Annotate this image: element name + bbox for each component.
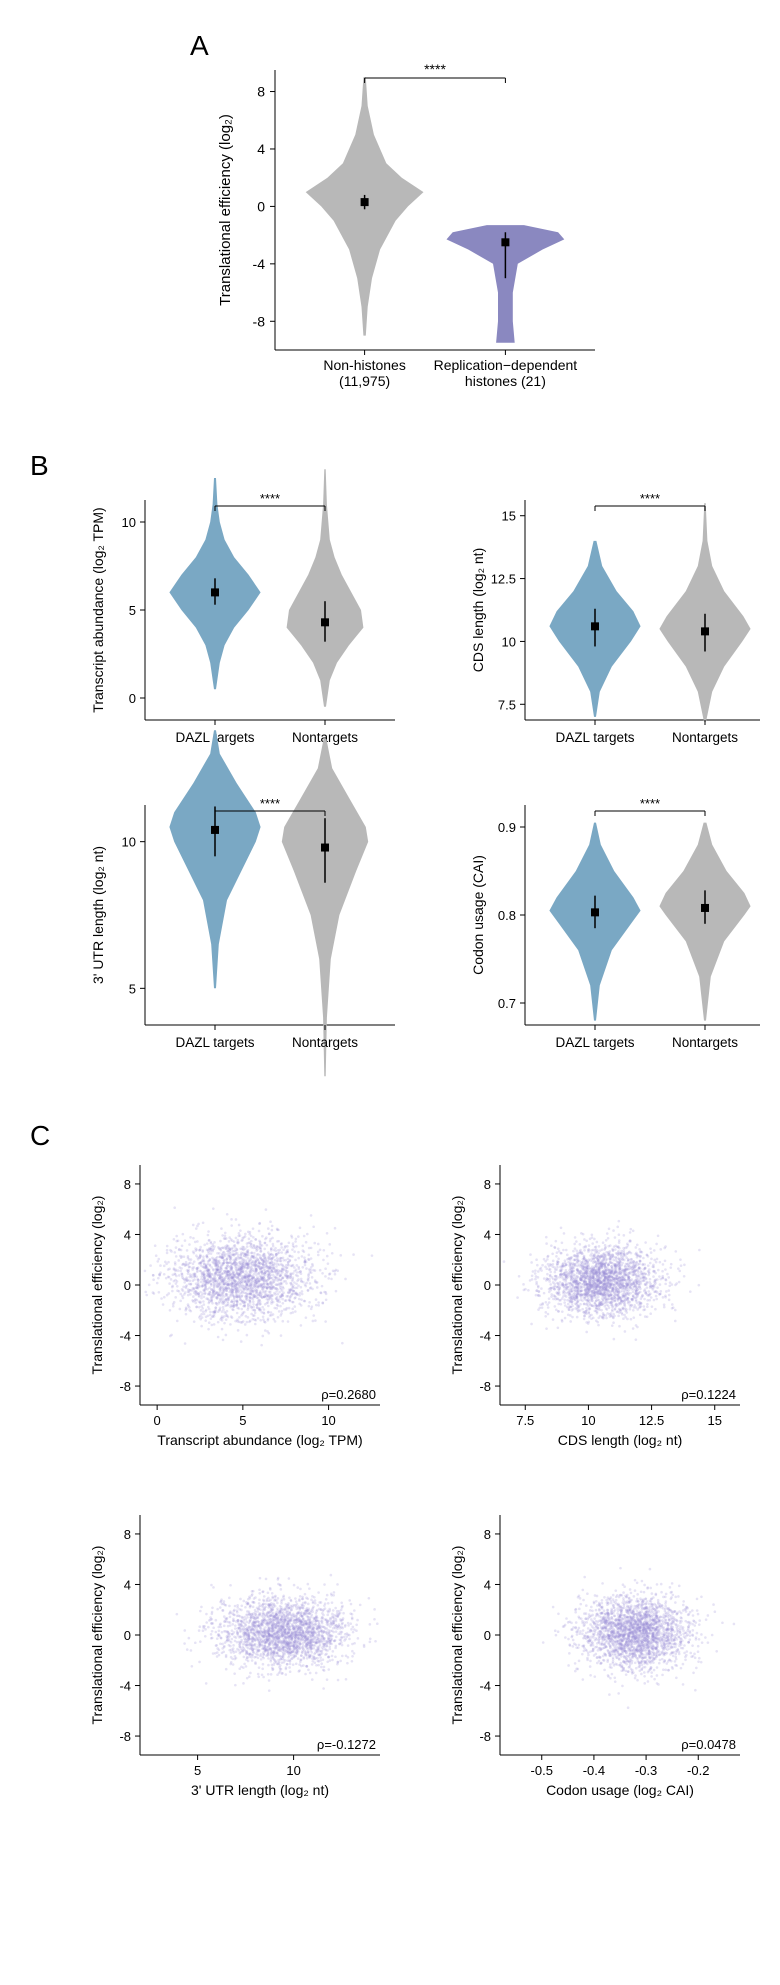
svg-text:4: 4 — [124, 1577, 131, 1592]
svg-text:Transcript abundance (log₂ TPM: Transcript abundance (log₂ TPM) — [157, 1432, 362, 1448]
svg-text:-4: -4 — [479, 1329, 491, 1344]
svg-text:DAZL targets: DAZL targets — [555, 1035, 634, 1050]
svg-text:0.9: 0.9 — [498, 820, 516, 835]
svg-text:4: 4 — [484, 1227, 491, 1242]
figure-svg: A -8 -4 0 4 8 Translational efficiency (log₂) N… — [20, 20, 760, 1960]
svg-text:7.5: 7.5 — [516, 1413, 534, 1428]
svg-text:10: 10 — [122, 515, 136, 530]
svg-text:Codon usage (CAI): Codon usage (CAI) — [470, 855, 486, 975]
svg-text:Translational efficiency (log₂: Translational efficiency (log₂) — [89, 1546, 105, 1725]
svg-text:0.8: 0.8 — [498, 908, 516, 923]
svg-text:5: 5 — [194, 1763, 201, 1778]
svg-text:Nontargets: Nontargets — [672, 730, 738, 745]
svg-text:****: **** — [260, 796, 280, 811]
svg-text:0: 0 — [124, 1278, 131, 1293]
svg-text:CDS length (log₂ nt): CDS length (log₂ nt) — [470, 548, 486, 673]
svg-text:10: 10 — [321, 1413, 335, 1428]
svg-text:Translational efficiency (log₂: Translational efficiency (log₂) — [89, 1196, 105, 1375]
svg-text:5: 5 — [129, 603, 136, 618]
svg-text:ρ=0.2680: ρ=0.2680 — [321, 1387, 376, 1402]
svg-text:4: 4 — [257, 141, 265, 157]
svg-text:15: 15 — [502, 509, 516, 524]
svg-text:12.5: 12.5 — [491, 572, 516, 587]
svg-text:ρ=0.1224: ρ=0.1224 — [681, 1387, 736, 1402]
svg-text:10: 10 — [581, 1413, 595, 1428]
svg-text:7.5: 7.5 — [498, 697, 516, 712]
svg-text:Replication−dependent: Replication−dependent — [434, 357, 578, 373]
svg-text:(11,975): (11,975) — [339, 373, 390, 389]
svg-text:DAZL targets: DAZL targets — [555, 730, 634, 745]
svg-text:DAZL targets: DAZL targets — [175, 1035, 254, 1050]
figure-container: A -8 -4 0 4 8 Translational efficiency (log₂) N… — [20, 20, 780, 1965]
svg-text:5: 5 — [239, 1413, 246, 1428]
svg-text:15: 15 — [708, 1413, 722, 1428]
svg-text:-8: -8 — [119, 1379, 131, 1394]
svg-text:****: **** — [640, 491, 660, 506]
svg-text:Non-histones: Non-histones — [323, 357, 406, 373]
svg-text:4: 4 — [124, 1227, 131, 1242]
svg-text:5: 5 — [129, 981, 136, 996]
svg-text:0: 0 — [257, 198, 265, 214]
svg-text:0: 0 — [154, 1413, 161, 1428]
svg-text:-4: -4 — [253, 256, 266, 272]
svg-text:8: 8 — [257, 84, 265, 100]
svg-text:0: 0 — [484, 1278, 491, 1293]
svg-text:3' UTR length (log₂ nt): 3' UTR length (log₂ nt) — [90, 846, 106, 984]
svg-text:-8: -8 — [253, 313, 266, 329]
svg-text:-4: -4 — [119, 1679, 131, 1694]
svg-text:3' UTR length (log₂ nt): 3' UTR length (log₂ nt) — [191, 1782, 329, 1798]
svg-text:0: 0 — [129, 691, 136, 706]
svg-text:10: 10 — [122, 835, 136, 850]
svg-text:****: **** — [260, 491, 280, 506]
svg-text:Translational efficiency (log₂: Translational efficiency (log₂) — [217, 114, 234, 306]
svg-text:10: 10 — [286, 1763, 300, 1778]
svg-text:Translational efficiency (log₂: Translational efficiency (log₂) — [449, 1196, 465, 1375]
svg-text:0.7: 0.7 — [498, 996, 516, 1011]
svg-text:****: **** — [424, 61, 446, 77]
svg-text:8: 8 — [124, 1527, 131, 1542]
svg-text:0: 0 — [124, 1628, 131, 1643]
svg-text:8: 8 — [124, 1177, 131, 1192]
svg-text:CDS length (log₂ nt): CDS length (log₂ nt) — [558, 1432, 683, 1448]
svg-text:Transcript abundance (log₂ TPM: Transcript abundance (log₂ TPM) — [90, 507, 106, 712]
svg-text:Nontargets: Nontargets — [672, 1035, 738, 1050]
panel-label-b: B — [30, 450, 49, 481]
panel-label-c: C — [30, 1120, 50, 1151]
svg-text:10: 10 — [502, 634, 516, 649]
svg-text:-8: -8 — [119, 1729, 131, 1744]
svg-text:histones (21): histones (21) — [465, 373, 546, 389]
svg-text:****: **** — [640, 796, 660, 811]
panel-label-a: A — [190, 30, 209, 61]
svg-text:-8: -8 — [479, 1379, 491, 1394]
svg-text:-4: -4 — [119, 1329, 131, 1344]
svg-text:8: 8 — [484, 1177, 491, 1192]
svg-text:12.5: 12.5 — [639, 1413, 664, 1428]
svg-text:Nontargets: Nontargets — [292, 1035, 358, 1050]
